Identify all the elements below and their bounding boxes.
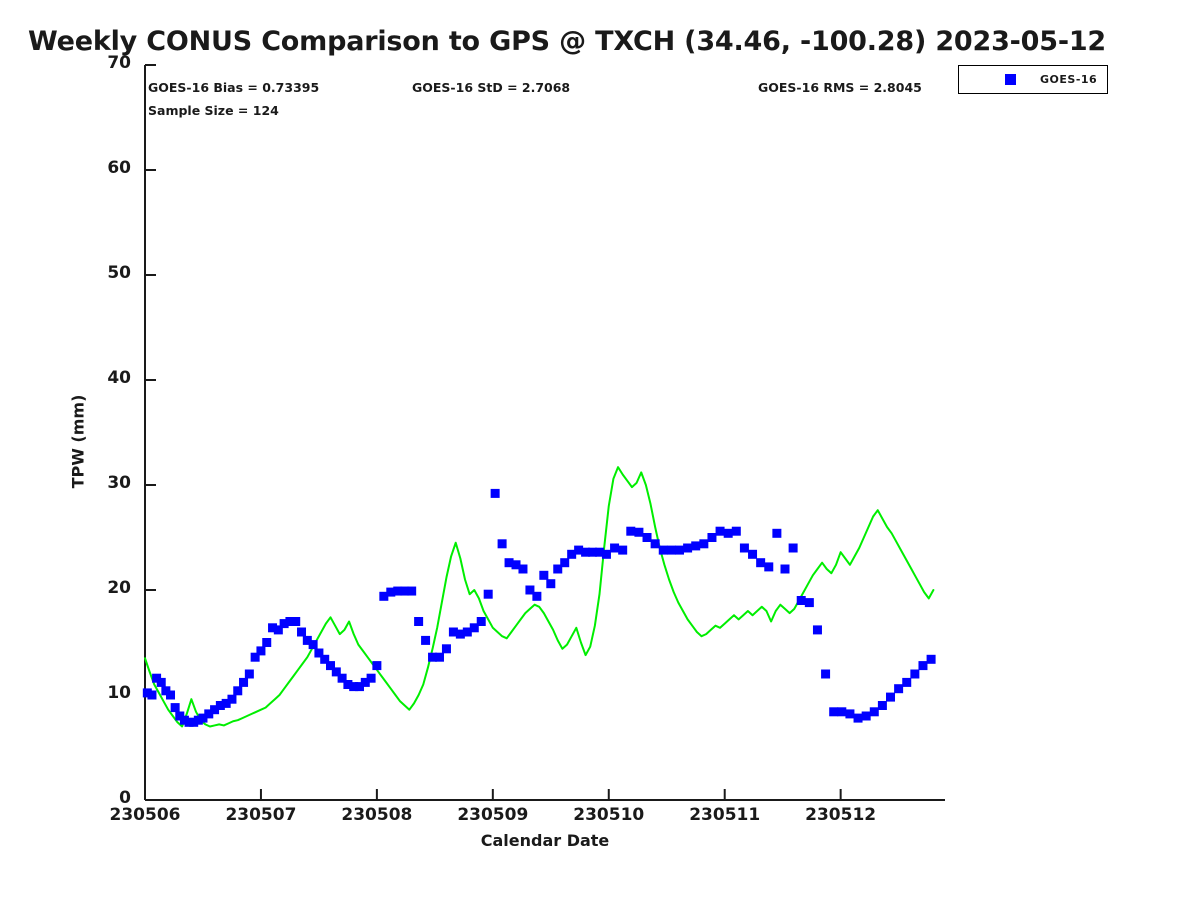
x-tick-label: 230508 (341, 805, 413, 825)
x-tick-label: 230511 (689, 805, 761, 825)
y-tick-label: 0 (119, 788, 131, 808)
x-axis-label: Calendar Date (480, 831, 610, 850)
goes16-scatter-series (142, 488, 936, 727)
legend[interactable]: GOES-16 (958, 65, 1108, 94)
x-tick-label: 230509 (457, 805, 529, 825)
y-tick-label: 40 (107, 368, 131, 388)
y-tick-label: 50 (107, 263, 131, 283)
y-tick-label: 60 (107, 158, 131, 178)
legend-swatch-goes16 (1005, 74, 1016, 85)
stat-bias: GOES-16 Bias = 0.73395 (148, 80, 320, 95)
axes (144, 64, 945, 801)
stat-rms: GOES-16 RMS = 2.8045 (758, 80, 922, 95)
x-tick-label: 230510 (573, 805, 645, 825)
y-tick-label: 30 (107, 473, 131, 493)
x-tick-label: 230506 (109, 805, 181, 825)
stat-std: GOES-16 StD = 2.7068 (412, 80, 571, 95)
y-tick-label: 10 (107, 683, 131, 703)
gps-line-series (144, 466, 935, 728)
x-tick-label: 230507 (225, 805, 297, 825)
y-tick-label: 70 (107, 53, 131, 73)
stat-sample-size: Sample Size = 124 (148, 103, 279, 118)
x-tick-label: 230512 (805, 805, 877, 825)
page-title: Weekly CONUS Comparison to GPS @ TXCH (3… (28, 26, 1107, 57)
legend-label-goes16: GOES-16 (1040, 73, 1098, 86)
y-tick-label: 20 (107, 578, 131, 598)
